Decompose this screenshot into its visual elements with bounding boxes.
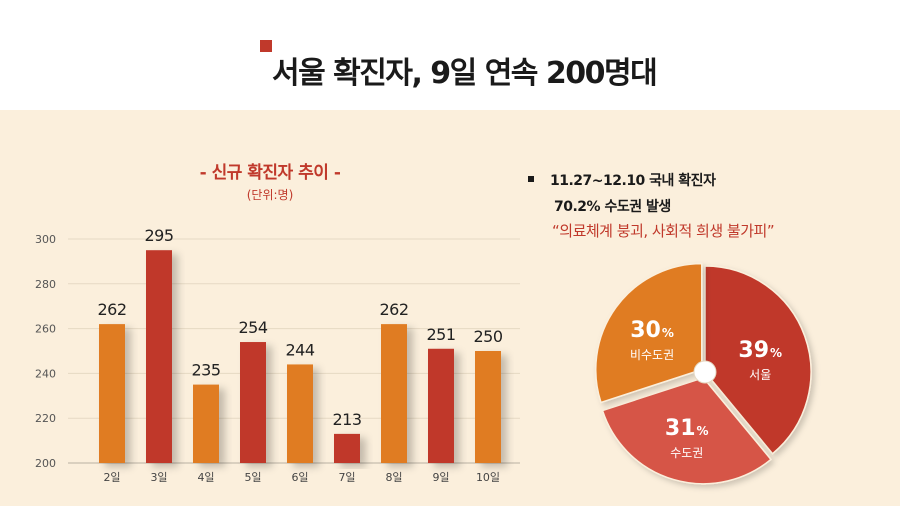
x-tick-label: 2일 bbox=[103, 470, 120, 484]
bar-value-label: 244 bbox=[285, 340, 314, 359]
y-tick-label: 280 bbox=[35, 278, 56, 291]
pie-slice bbox=[601, 376, 772, 485]
bar-value-label: 251 bbox=[426, 325, 455, 344]
bar bbox=[381, 324, 407, 463]
x-tick-label: 8일 bbox=[385, 470, 402, 484]
pie-percent-label: 31% bbox=[665, 416, 709, 441]
pie-category-label: 수도권 bbox=[670, 446, 703, 460]
bar-value-label: 295 bbox=[144, 226, 173, 245]
x-tick-label: 9일 bbox=[432, 470, 449, 484]
bar-value-label: 235 bbox=[191, 361, 220, 380]
bar-value-label: 254 bbox=[238, 318, 267, 337]
pie-category-label: 서울 bbox=[749, 368, 771, 382]
bar bbox=[146, 250, 172, 463]
summary-quote: “의료체계 붕괴, 사회적 희생 불가피” bbox=[552, 222, 775, 240]
x-tick-label: 4일 bbox=[197, 470, 214, 484]
pie-category-label: 비수도권 bbox=[630, 348, 674, 362]
pie-percent-label: 39% bbox=[738, 338, 782, 363]
pie-slice bbox=[595, 262, 703, 404]
pie-percent-label: 30% bbox=[630, 318, 674, 343]
bar-chart-unit-label: (단위:명) bbox=[246, 188, 294, 202]
bar bbox=[475, 351, 501, 463]
x-tick-label: 7일 bbox=[338, 470, 355, 484]
x-tick-label: 6일 bbox=[291, 470, 308, 484]
bar-value-label: 213 bbox=[332, 410, 361, 429]
pie-slice bbox=[704, 265, 812, 455]
bar bbox=[428, 348, 454, 463]
y-tick-label: 200 bbox=[35, 457, 56, 470]
bar-value-label: 262 bbox=[97, 300, 126, 319]
y-tick-label: 300 bbox=[35, 233, 56, 246]
y-tick-label: 220 bbox=[35, 412, 56, 425]
bar-value-label: 250 bbox=[473, 327, 502, 346]
x-tick-label: 3일 bbox=[150, 470, 167, 484]
bar bbox=[334, 433, 360, 463]
summary-line-share: 70.2% 수도권 발생 bbox=[554, 199, 671, 215]
page-title: 서울 확진자, 9일 연속 200명대 bbox=[272, 56, 658, 91]
title-accent-square bbox=[260, 40, 272, 52]
bar bbox=[240, 342, 266, 463]
bar-chart-title: - 신규 확진자 추이 - bbox=[199, 163, 341, 183]
bar bbox=[287, 364, 313, 463]
y-tick-label: 240 bbox=[35, 367, 56, 380]
x-tick-label: 5일 bbox=[244, 470, 261, 484]
header: 서울 확진자, 9일 연속 200명대 bbox=[0, 0, 900, 110]
bar bbox=[193, 384, 219, 463]
y-tick-label: 260 bbox=[35, 323, 56, 336]
bar-value-label: 262 bbox=[379, 300, 408, 319]
summary-line-period: 11.27~12.10 국내 확진자 bbox=[550, 173, 716, 189]
pie-center-dot bbox=[693, 360, 717, 384]
bar bbox=[99, 324, 125, 463]
bullet-icon bbox=[528, 176, 534, 182]
x-tick-label: 10일 bbox=[476, 470, 500, 484]
